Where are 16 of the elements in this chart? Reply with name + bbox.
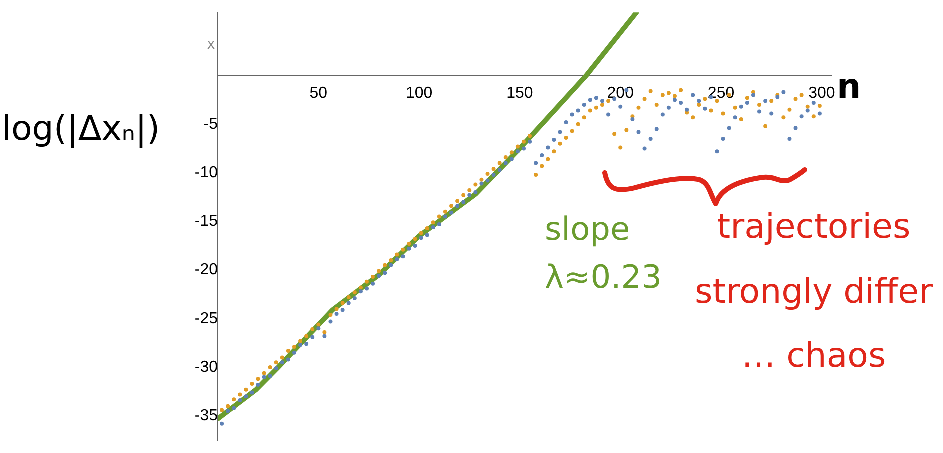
y-tick-label: -10 [194, 164, 218, 182]
x-tick-label: 100 [406, 84, 433, 102]
annotation: trajectories strongly differ … chaos [694, 206, 934, 378]
y-tick-label: -15 [194, 213, 218, 230]
x-tick-label: 150 [506, 84, 534, 102]
text: log(|Δxₙ|) [2, 108, 162, 150]
y-axis-title: x [208, 36, 216, 53]
annotation: slope λ≈0.23 [545, 209, 663, 298]
y-tick-label: -5 [204, 116, 218, 133]
x-tick-label: 300 [808, 84, 836, 102]
y-tick-label: -30 [194, 358, 218, 376]
x-tick-label: 50 [310, 84, 328, 102]
y-tick-label: -20 [194, 262, 218, 279]
y-tick-label: -25 [194, 310, 218, 328]
y-tick-label: -35 [194, 408, 218, 424]
x-axis-title: n [837, 66, 862, 107]
